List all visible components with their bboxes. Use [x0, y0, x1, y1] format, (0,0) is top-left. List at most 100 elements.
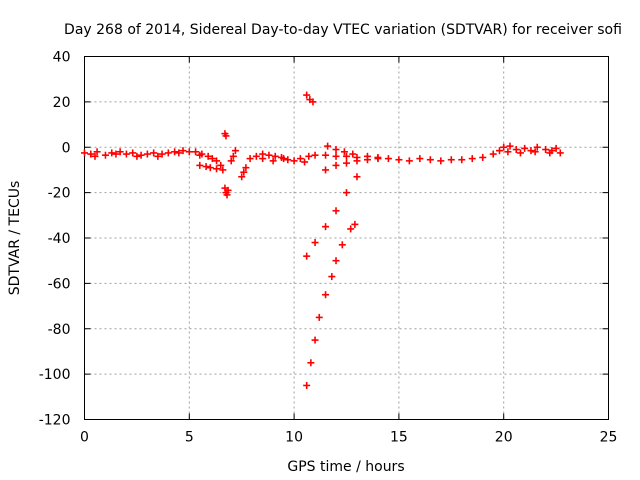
data-point — [87, 150, 95, 158]
data-point — [112, 150, 120, 158]
data-point — [222, 132, 230, 140]
grid-layer — [84, 56, 609, 420]
data-point — [521, 144, 529, 152]
data-point — [101, 151, 109, 159]
data-point — [533, 143, 541, 151]
data-point — [332, 207, 340, 215]
data-point — [93, 148, 101, 156]
y-tick-label: -40 — [48, 231, 71, 247]
data-point — [309, 98, 317, 106]
data-point — [265, 151, 273, 159]
data-point — [496, 147, 504, 155]
data-point — [108, 149, 116, 157]
plot-frame — [84, 56, 609, 420]
data-point — [154, 152, 162, 160]
data-point — [204, 152, 212, 160]
data-point — [516, 149, 524, 157]
data-point — [307, 359, 315, 367]
data-point — [504, 148, 512, 156]
data-point — [332, 146, 340, 154]
data-point — [349, 150, 357, 158]
data-point — [340, 148, 348, 156]
tick-layer: 0 5 10 15 20 25 -120 -100 -80 -60 -40 -20 0 20 40 — [39, 50, 618, 446]
y-tick-label: 40 — [53, 50, 71, 66]
data-point — [223, 191, 231, 199]
data-point — [192, 148, 200, 156]
data-point — [322, 291, 330, 299]
data-point — [175, 149, 183, 157]
x-tick-label: 5 — [185, 430, 194, 446]
data-point — [202, 163, 210, 171]
data-point — [506, 142, 514, 150]
data-point — [353, 157, 361, 165]
data-point — [353, 173, 361, 181]
data-point — [395, 156, 403, 164]
x-axis-label: GPS time / hours — [287, 459, 404, 475]
data-point — [303, 91, 311, 99]
data-point — [303, 381, 311, 389]
data-point — [458, 156, 466, 164]
y-axis-label: SDTVAR / TECUs — [7, 181, 23, 296]
data-point — [305, 152, 313, 160]
data-point — [269, 157, 277, 165]
data-point — [303, 252, 311, 260]
data-point — [556, 149, 564, 157]
data-point — [332, 161, 340, 169]
data-point — [271, 152, 279, 160]
data-point — [527, 147, 535, 155]
data-point — [500, 143, 508, 151]
data-point — [322, 223, 330, 231]
x-tick-label: 20 — [495, 430, 513, 446]
data-point — [231, 147, 239, 155]
y-tick-label: -20 — [48, 186, 71, 202]
data-point — [328, 273, 336, 281]
data-point — [208, 155, 216, 163]
data-point — [374, 155, 382, 163]
data-point — [322, 151, 330, 159]
data-point — [246, 155, 254, 163]
x-tick-label: 15 — [390, 430, 408, 446]
data-point — [343, 152, 350, 160]
data-point — [217, 161, 225, 169]
data-point — [196, 151, 204, 159]
data-point — [552, 144, 560, 152]
data-point — [332, 257, 340, 265]
data-point — [91, 152, 99, 160]
data-point — [164, 149, 172, 157]
data-point — [206, 164, 214, 172]
data-point — [137, 151, 145, 159]
data-point — [280, 155, 288, 163]
y-tick-label: -60 — [48, 276, 71, 292]
data-point — [81, 149, 88, 157]
data-point — [171, 148, 179, 156]
data-point — [311, 336, 319, 344]
data-point — [315, 313, 323, 321]
y-tick-label: 20 — [53, 95, 71, 111]
data-point — [227, 157, 235, 165]
data-point — [133, 152, 141, 160]
data-point — [224, 186, 232, 194]
data-point — [158, 150, 166, 158]
data-point — [489, 150, 497, 158]
data-point — [259, 155, 267, 163]
data-point — [479, 153, 487, 161]
x-tick-label: 25 — [600, 430, 618, 446]
data-point — [185, 148, 193, 156]
data-point — [240, 168, 248, 176]
data-point — [116, 148, 124, 156]
data-point — [252, 152, 260, 160]
data-point — [437, 157, 445, 165]
y-tick-label: 0 — [62, 140, 71, 156]
data-point — [242, 164, 250, 172]
y-tick-label: -100 — [39, 367, 71, 383]
data-point — [213, 165, 221, 173]
y-tick-label: -120 — [39, 413, 71, 429]
data-point — [129, 149, 137, 157]
data-point — [426, 156, 434, 164]
data-point — [384, 155, 392, 163]
data-point — [219, 166, 227, 174]
data-point — [296, 155, 304, 163]
data-point — [301, 158, 309, 166]
data-point — [512, 146, 520, 154]
